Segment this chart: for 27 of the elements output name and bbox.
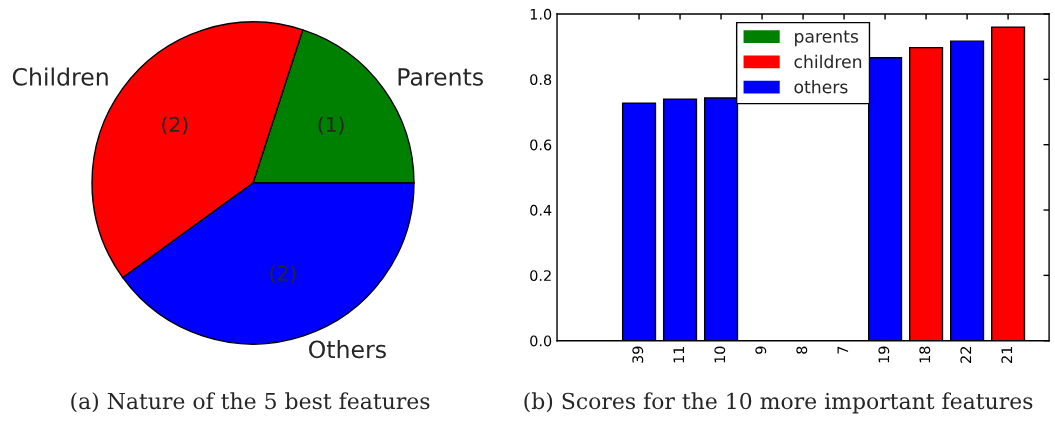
- data-label: (1): [318, 116, 344, 135]
- slice-label: Children: [12, 67, 108, 86]
- x-tick-label: 7: [837, 346, 849, 354]
- y-tick-label: 1.0: [530, 8, 552, 20]
- legend-label: others: [794, 80, 848, 94]
- y-tick-label: 0.2: [530, 270, 551, 282]
- y-tick-label: 0.0: [530, 335, 552, 347]
- x-tick-label: 19: [878, 346, 890, 363]
- x-tick-label: 10: [714, 346, 726, 363]
- text: (b) Scores for the 10 more important features: [524, 392, 1033, 414]
- x-tick-label: 9: [755, 346, 767, 354]
- y-tick-label: 0.6: [530, 139, 552, 151]
- data-label: (2): [162, 116, 188, 135]
- slice-label: Others: [309, 340, 386, 359]
- x-tick-label: 8: [796, 346, 808, 354]
- text: (a) Nature of the 5 best features: [71, 392, 430, 413]
- legend-label: parents: [795, 30, 859, 47]
- x-tick-label: 39: [632, 346, 644, 363]
- y-tick-label: 0.4: [530, 204, 552, 216]
- legend-label: children: [794, 54, 862, 69]
- x-tick-label: 18: [919, 346, 931, 363]
- y-tick-label: 0.8: [530, 74, 552, 86]
- x-tick-label: 11: [673, 346, 685, 363]
- slice-label: Parents: [398, 68, 483, 86]
- x-tick-label: 21: [1001, 346, 1013, 363]
- data-label: (2): [270, 265, 296, 284]
- x-tick-label: 22: [960, 347, 972, 363]
